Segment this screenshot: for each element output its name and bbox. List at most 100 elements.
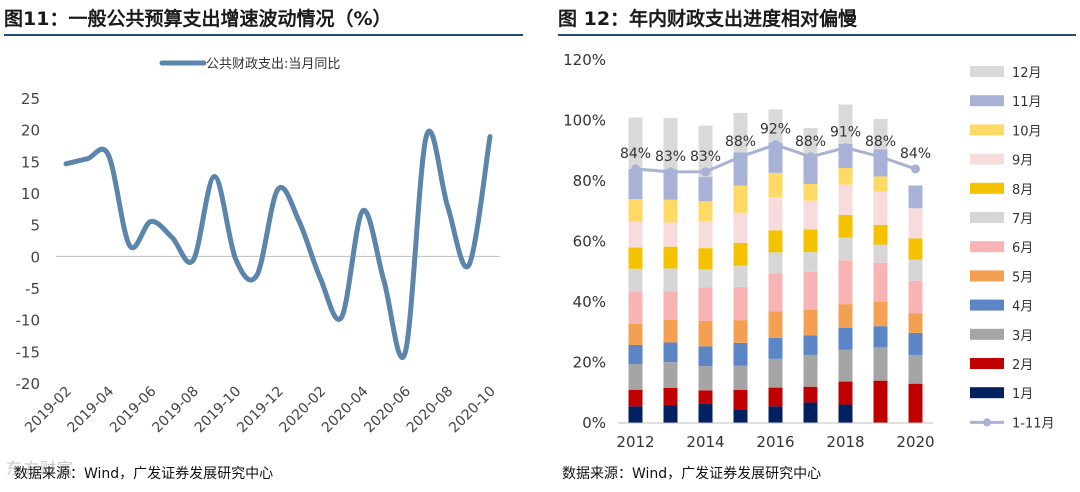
bar-segment-4月 — [838, 327, 853, 350]
bar-segment-6月 — [803, 271, 818, 310]
bar-segment-4月 — [803, 335, 818, 355]
left-chart-title: 图11：一般公共预算支出增速波动情况（%） — [4, 8, 392, 30]
y-tick-label: 10 — [21, 185, 40, 203]
bar-segment-1月 — [733, 409, 748, 423]
bar-segment-8月 — [908, 238, 923, 260]
bar-segment-10月 — [733, 185, 748, 213]
bar-segment-10月 — [838, 167, 853, 185]
bar-segment-9月 — [768, 197, 783, 231]
bar-segment-7月 — [628, 268, 643, 293]
bar-segment-5月 — [873, 302, 888, 327]
bar-segment-5月 — [838, 304, 853, 328]
bar-segment-4月 — [698, 346, 713, 367]
legend-label: 9月 — [1012, 154, 1033, 169]
bar-segment-9月 — [838, 184, 853, 215]
bar-segment-10月 — [628, 199, 643, 222]
cumulative-data-label: 84% — [620, 146, 651, 162]
bar-segment-4月 — [663, 342, 678, 363]
cumulative-data-label: 83% — [655, 149, 686, 165]
bar-segment-3月 — [628, 364, 643, 390]
bar-segment-9月 — [628, 221, 643, 248]
bar-segment-1月 — [838, 404, 853, 423]
bar-segment-6月 — [873, 262, 888, 302]
cumulative-point — [806, 152, 815, 162]
legend-label: 1月 — [1012, 387, 1033, 402]
bar-segment-4月 — [628, 344, 643, 365]
y-tick-label: 40% — [573, 293, 606, 311]
bar-segment-11月 — [733, 152, 748, 186]
bar-segment-1月 — [768, 406, 783, 423]
x-tick-label: 2020-10 — [446, 384, 499, 437]
bar-segment-5月 — [628, 323, 643, 345]
cumulative-data-label: 84% — [900, 146, 931, 162]
bar-segment-7月 — [873, 244, 888, 263]
bar-segment-6月 — [768, 273, 783, 312]
bar-segment-7月 — [663, 268, 678, 292]
bar-segment-12月 — [873, 118, 888, 150]
bar-segment-3月 — [838, 349, 853, 382]
bar-segment-2月 — [733, 389, 748, 410]
legend-label: 7月 — [1012, 212, 1033, 227]
legend-label: 11月 — [1012, 95, 1042, 110]
bar-segment-12月 — [733, 112, 748, 153]
cumulative-data-label: 88% — [865, 134, 896, 150]
bar-segment-11月 — [803, 155, 818, 185]
bar-segment-6月 — [698, 287, 713, 321]
bar-segment-2月 — [698, 390, 713, 404]
bar-segment-11月 — [908, 185, 923, 209]
bar-segment-10月 — [698, 201, 713, 221]
bar-segment-8月 — [838, 214, 853, 238]
line-chart: 公共财政支出:当月同比2520151050-5-10-15-202019-022… — [16, 57, 500, 437]
y-tick-label: -20 — [16, 375, 41, 393]
y-tick-label: 80% — [573, 172, 606, 190]
legend-label: 公共财政支出:当月同比 — [206, 57, 340, 72]
legend-swatch-12月 — [970, 66, 1004, 77]
legend-swatch-2月 — [970, 358, 1004, 369]
y-tick-label: 0% — [582, 414, 606, 432]
bar-segment-6月 — [838, 260, 853, 305]
bar-segment-6月 — [663, 291, 678, 320]
bar-segment-3月 — [733, 365, 748, 390]
bar-segment-10月 — [873, 176, 888, 192]
y-tick-label: 25 — [21, 90, 40, 108]
legend-label: 4月 — [1012, 300, 1033, 315]
bar-segment-7月 — [838, 237, 853, 261]
legend-swatch-8月 — [970, 182, 1004, 194]
bar-segment-8月 — [663, 246, 678, 269]
bar-segment-12月 — [768, 109, 783, 143]
bar-segment-3月 — [663, 362, 678, 388]
legend-swatch-1月 — [970, 387, 1004, 399]
bar-segment-2月 — [803, 386, 818, 403]
bar-segment-2月 — [838, 381, 853, 405]
bar-segment-9月 — [803, 200, 818, 230]
legend-swatch-5月 — [970, 270, 1004, 282]
legend-label: 1-11月 — [1012, 416, 1055, 431]
bar-segment-8月 — [768, 230, 783, 253]
watermark: 东方财富 — [6, 459, 75, 478]
cumulative-point — [771, 140, 780, 150]
bar-segment-1月 — [698, 403, 713, 423]
bar-segment-5月 — [803, 309, 818, 336]
y-tick-label: 120% — [563, 51, 606, 69]
cumulative-data-label: 88% — [795, 134, 826, 150]
series-line — [63, 128, 493, 360]
bar-segment-3月 — [908, 354, 923, 384]
bar-segment-7月 — [908, 259, 923, 281]
bar-segment-2月 — [628, 389, 643, 407]
x-tick-label: 2020 — [896, 433, 934, 451]
bar-segment-8月 — [803, 229, 818, 253]
bar-segment-8月 — [873, 224, 888, 245]
bar-segment-11月 — [698, 177, 713, 202]
cumulative-data-label: 83% — [690, 149, 721, 165]
bar-segment-4月 — [768, 337, 783, 359]
legend-label: 10月 — [1012, 124, 1042, 139]
x-tick-label: 2014 — [686, 433, 724, 451]
bar-segment-9月 — [698, 220, 713, 249]
bar-segment-1月 — [628, 406, 643, 423]
legend-label: 12月 — [1012, 66, 1042, 81]
cumulative-point — [876, 152, 885, 162]
y-tick-label: 60% — [573, 233, 606, 251]
y-tick-label: -15 — [16, 343, 41, 361]
bar-segment-1月 — [803, 402, 818, 423]
bar-segment-4月 — [733, 342, 748, 366]
